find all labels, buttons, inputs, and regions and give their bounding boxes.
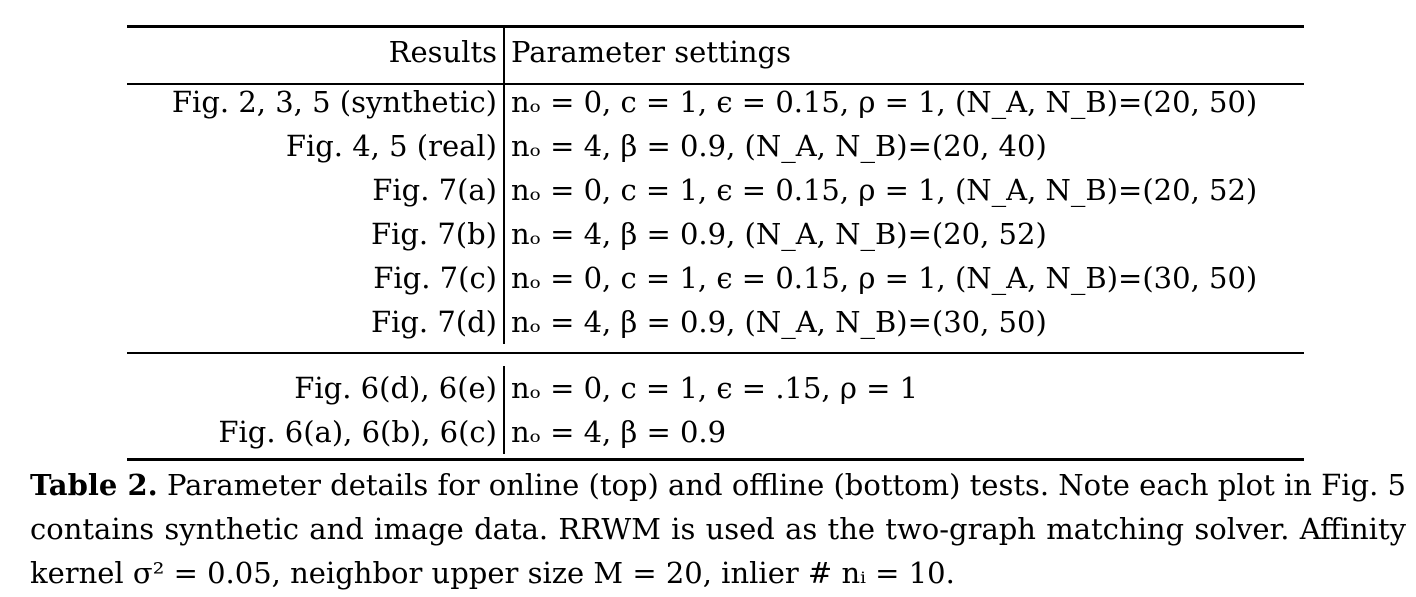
table-row: Fig. 7(c) nₒ = 0, c = 1, ϵ = 0.15, ρ = 1…: [127, 256, 1304, 300]
row-params: nₒ = 0, c = 1, ϵ = .15, ρ = 1: [511, 370, 919, 405]
table-row: Fig. 4, 5 (real) nₒ = 4, β = 0.9, (N_A, …: [127, 124, 1304, 168]
row-params: nₒ = 0, c = 1, ϵ = 0.15, ρ = 1, (N_A, N_…: [511, 172, 1258, 207]
row-params: nₒ = 4, β = 0.9, (N_A, N_B)=(30, 50): [511, 304, 1047, 339]
table-row: Fig. 6(d), 6(e) nₒ = 0, c = 1, ϵ = .15, …: [127, 366, 1304, 410]
table-top-rule: [127, 25, 1304, 28]
table-row: Fig. 7(d) nₒ = 4, β = 0.9, (N_A, N_B)=(3…: [127, 300, 1304, 344]
table-row: Fig. 2, 3, 5 (synthetic) nₒ = 0, c = 1, …: [127, 80, 1304, 124]
table-caption: Table 2. Parameter details for online (t…: [30, 463, 1406, 595]
row-result: Fig. 2, 3, 5 (synthetic): [127, 80, 505, 124]
row-result: Fig. 4, 5 (real): [127, 124, 505, 168]
row-result: Fig. 7(d): [127, 300, 505, 344]
table-header-row: Results Parameter settings: [127, 25, 1304, 80]
row-result: Fig. 7(c): [127, 256, 505, 300]
row-result: Fig. 7(a): [127, 168, 505, 212]
parameter-table: Results Parameter settings Fig. 2, 3, 5 …: [127, 25, 1304, 454]
row-params: nₒ = 0, c = 1, ϵ = 0.15, ρ = 1, (N_A, N_…: [511, 260, 1258, 295]
header-parameter-settings: Parameter settings: [511, 35, 791, 69]
section-gap: [127, 344, 1304, 366]
row-params: nₒ = 0, c = 1, ϵ = 0.15, ρ = 1, (N_A, N_…: [511, 84, 1258, 119]
table-bottom-rule: [127, 458, 1304, 461]
table-header-rule: [127, 83, 1304, 85]
row-params: nₒ = 4, β = 0.9, (N_A, N_B)=(20, 52): [511, 216, 1047, 251]
row-params: nₒ = 4, β = 0.9, (N_A, N_B)=(20, 40): [511, 128, 1047, 163]
row-params: nₒ = 4, β = 0.9: [511, 414, 727, 449]
caption-label: Table 2.: [30, 468, 158, 502]
header-results: Results: [127, 25, 505, 80]
row-result: Fig. 7(b): [127, 212, 505, 256]
table-row: Fig. 7(b) nₒ = 4, β = 0.9, (N_A, N_B)=(2…: [127, 212, 1304, 256]
table-row: Fig. 6(a), 6(b), 6(c) nₒ = 4, β = 0.9: [127, 410, 1304, 454]
table-section-rule: [127, 352, 1304, 354]
row-result: Fig. 6(a), 6(b), 6(c): [127, 410, 505, 454]
row-result: Fig. 6(d), 6(e): [127, 366, 505, 410]
caption-text: Parameter details for online (top) and o…: [30, 468, 1406, 590]
table-row: Fig. 7(a) nₒ = 0, c = 1, ϵ = 0.15, ρ = 1…: [127, 168, 1304, 212]
parameter-table-grid: Results Parameter settings Fig. 2, 3, 5 …: [127, 25, 1304, 454]
